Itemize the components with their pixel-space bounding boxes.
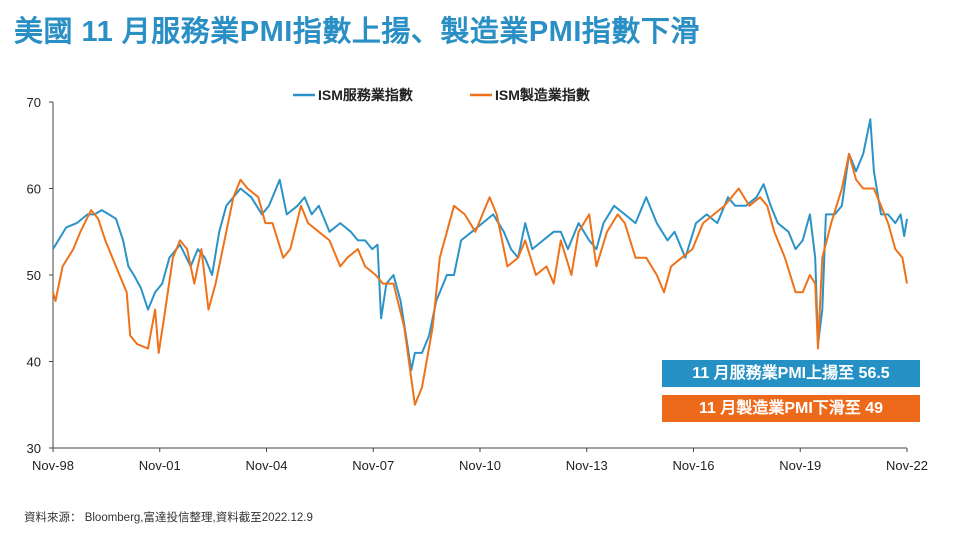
x-tick-label: Nov-10 <box>459 458 501 473</box>
legend: ISM服務業指數 ISM製造業指數 <box>293 87 590 103</box>
axes: 30 40 50 60 70 Nov-98 Nov-01 Nov-04 Nov-07 Nov-10… <box>27 95 928 473</box>
manufacturing-annotation: 11 月製造業PMI下滑至 49 <box>662 395 920 422</box>
y-tick-label: 40 <box>27 355 41 370</box>
y-tick-label: 30 <box>27 441 41 456</box>
page-title: 美國 11 月服務業PMI指數上揚、製造業PMI指數下滑 <box>14 16 700 48</box>
x-tick-label: Nov-01 <box>139 458 181 473</box>
x-tick-label: Nov-16 <box>673 458 715 473</box>
x-tick-label: Nov-07 <box>352 458 394 473</box>
source-footnote: 資料來源： Bloomberg,富達投信整理,資料截至2022.12.9 <box>24 512 313 524</box>
x-tick-label: Nov-22 <box>886 458 928 473</box>
series-lines <box>52 118 908 406</box>
series-line-manufacturing <box>52 152 908 406</box>
y-tick-label: 60 <box>27 182 41 197</box>
services-annotation: 11 月服務業PMI上揚至 56.5 <box>662 360 920 387</box>
y-tick-label: 50 <box>27 268 41 283</box>
legend-label: ISM製造業指數 <box>495 87 590 103</box>
x-tick-label: Nov-04 <box>246 458 288 473</box>
y-tick-label: 70 <box>27 95 41 110</box>
x-tick-label: Nov-13 <box>566 458 608 473</box>
legend-label: ISM服務業指數 <box>318 87 413 103</box>
series-line-services <box>52 118 908 372</box>
x-tick-label: Nov-19 <box>779 458 821 473</box>
x-tick-label: Nov-98 <box>32 458 74 473</box>
